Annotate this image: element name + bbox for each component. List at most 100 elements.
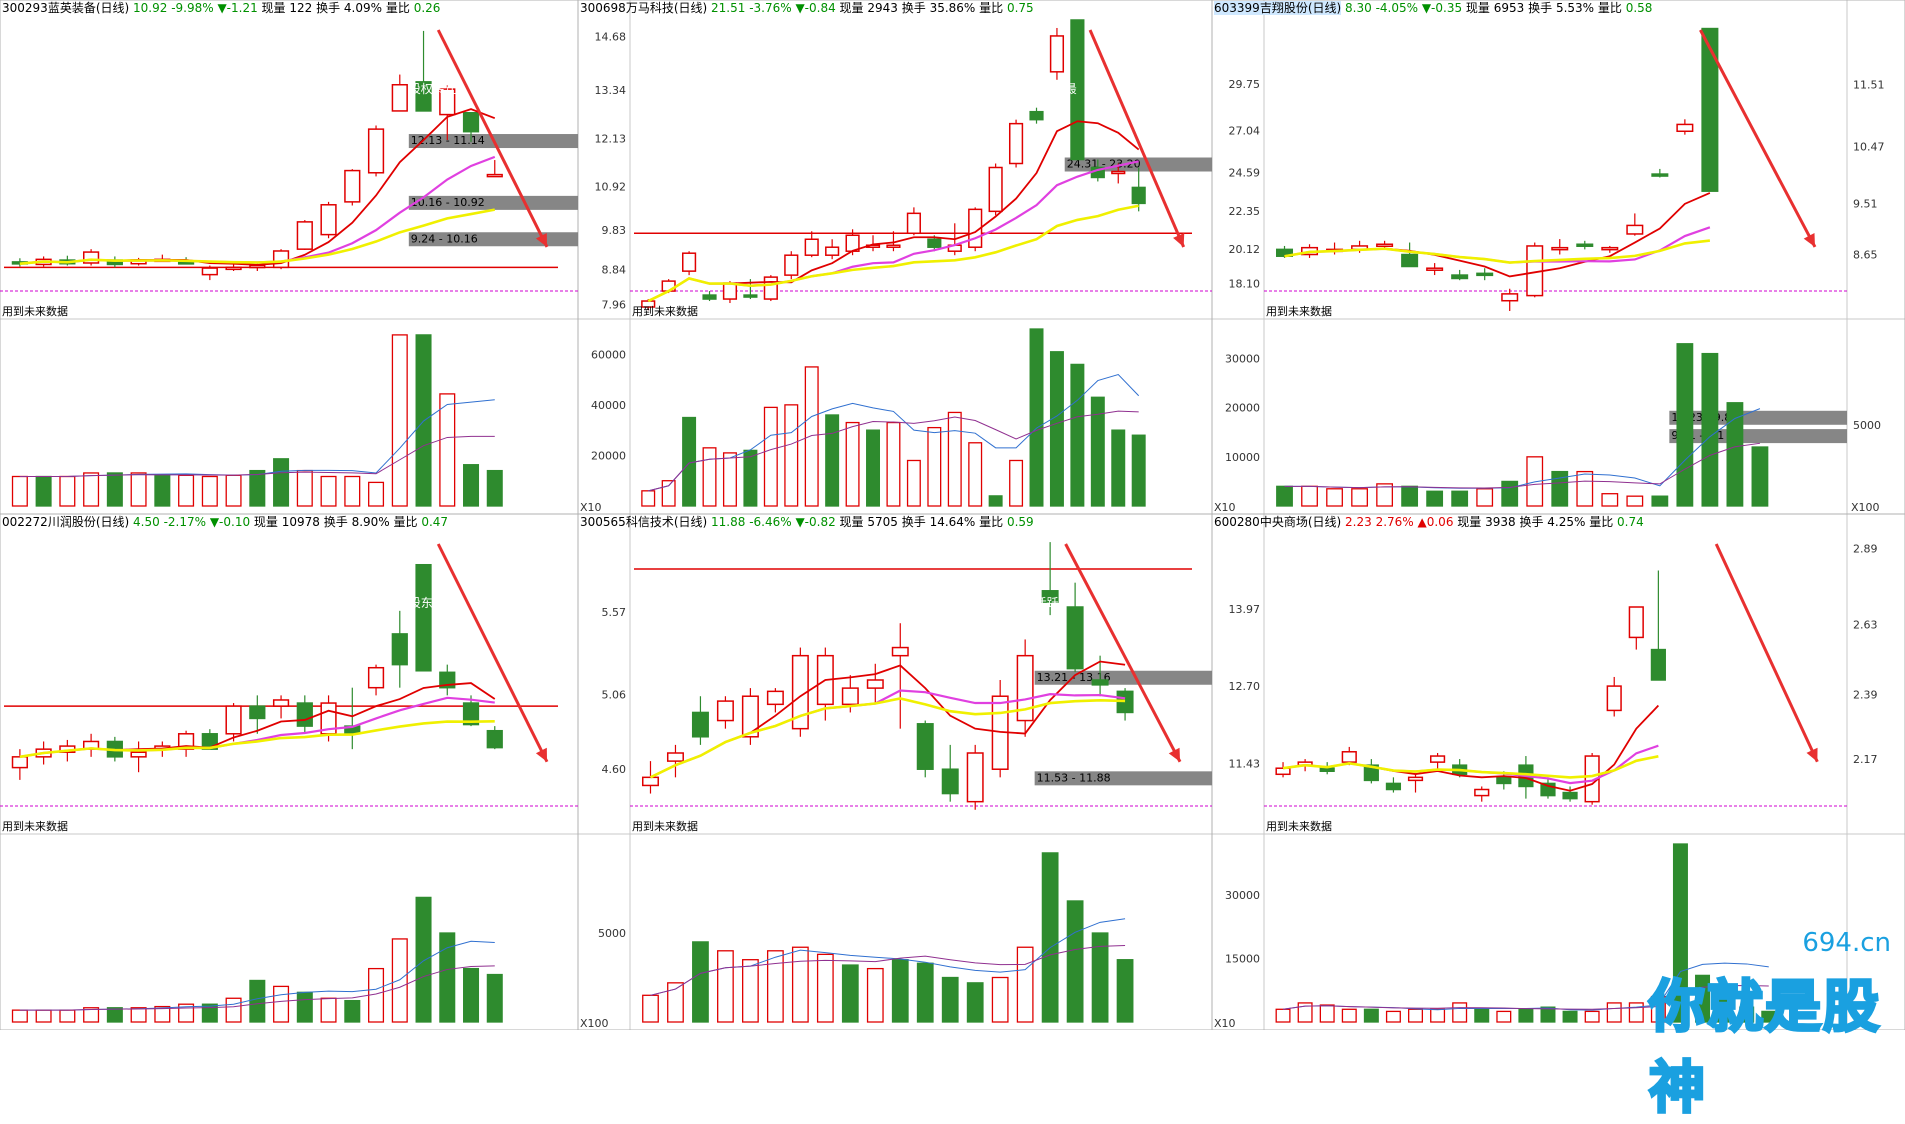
candle-body	[1016, 654, 1034, 722]
candle-body	[82, 251, 100, 264]
candle-body	[1131, 186, 1146, 205]
zone-label: 11.53 - 11.88	[1037, 771, 1111, 784]
candle-body	[1275, 767, 1291, 776]
candle-body	[1041, 590, 1059, 603]
candle-body	[391, 633, 408, 666]
volume-bar	[296, 991, 313, 1023]
chart-svg: 14.68 13.34 12.13 10.92 9.83 8.84 7.96 24.31 - …	[578, 0, 1212, 514]
header-turn: 8.90%	[347, 515, 390, 529]
chart-panel-603399[interactable]: 603399吉翔股份(日线) 8.30 -4.05% ▼-0.35 现量 695…	[1212, 0, 1905, 514]
chart-panel-002272[interactable]: 002272川润股份(日线) 4.50 -2.17% ▼-0.10 现量 109…	[0, 514, 578, 1030]
price-zone	[1034, 771, 1212, 786]
candle-body	[766, 690, 784, 706]
header-turn: 4.09%	[340, 1, 383, 15]
volume-bar	[916, 962, 934, 1023]
volume-bar	[1562, 1010, 1578, 1023]
candle-body	[462, 702, 480, 726]
chart-panel-300698[interactable]: 300698万马科技(日线) 21.51 -3.76% ▼-0.84 现量 29…	[578, 0, 1212, 514]
y-tick-label: 8.84	[602, 264, 627, 277]
right-volume-unit-label: X100	[1851, 501, 1880, 514]
candle-body	[886, 244, 901, 248]
header-turn: 5.53%	[1552, 1, 1595, 15]
y-tick-label: 29.75	[1229, 78, 1261, 91]
chart-panel-300293[interactable]: 300293蓝英装备(日线) 10.92 -9.98% ▼-1.21 现量 12…	[0, 0, 578, 514]
header-ratio: 0.47	[417, 515, 449, 529]
header-turn-label: 换手	[312, 1, 341, 15]
candle-body	[439, 88, 456, 116]
candle-body	[682, 252, 697, 272]
candle-body	[201, 267, 218, 276]
volume-tick-label: 20000	[591, 449, 626, 462]
volume-bar	[439, 393, 456, 507]
volume-bar	[320, 997, 337, 1023]
watermark-brand: 你就是股神	[1648, 974, 1881, 1123]
ma10-line	[1284, 226, 1711, 264]
header-code: 002272	[2, 515, 48, 529]
volume-bar	[1726, 402, 1744, 507]
right-volume-tick-label: 5000	[1853, 419, 1881, 432]
header-turn-label: 换手	[897, 1, 926, 15]
watermark-site: 694.cn	[1802, 928, 1891, 958]
volume-bar	[1496, 1010, 1512, 1023]
header-price: 21.51	[707, 1, 746, 15]
candle-body	[1319, 767, 1335, 772]
right-y-tick-label: 2.39	[1853, 689, 1878, 702]
candle-body	[1628, 606, 1644, 639]
volume-bar	[988, 495, 1003, 507]
candle-body	[296, 702, 313, 727]
right-y-tick-label: 2.17	[1853, 753, 1878, 766]
header-price: 4.50	[129, 515, 160, 529]
volume-bar	[391, 334, 408, 507]
candle-body	[1451, 274, 1469, 280]
chart-panel-600280[interactable]: 600280中央商场(日线) 2.23 2.76% ▲0.06 现量 3938 …	[1212, 514, 1905, 1030]
header-turn-label: 换手	[897, 515, 926, 529]
candle-body	[784, 254, 799, 276]
header-pct: -3.76%	[745, 1, 792, 15]
trend-arrow	[1714, 543, 1819, 763]
volume-bar	[83, 1007, 100, 1023]
volume-unit-label: X100	[580, 1017, 609, 1030]
trend-arrow	[1088, 29, 1186, 248]
candle-body	[272, 699, 290, 707]
y-tick-label: 22.35	[1229, 205, 1261, 218]
ma20-line	[649, 697, 1126, 779]
candle-body	[1401, 253, 1419, 268]
candle-body	[1376, 243, 1394, 247]
volume-bar	[1363, 1008, 1379, 1023]
chart-panel-300565[interactable]: 300565科信技术(日线) 11.88 -6.46% ▼-0.82 现量 57…	[578, 514, 1212, 1030]
header-turn: 35.86%	[925, 1, 976, 15]
candle-body	[225, 705, 242, 735]
volume-tick-label: 15000	[1225, 952, 1260, 965]
header-period: (日线)	[673, 515, 708, 529]
y-tick-label: 4.60	[602, 763, 627, 776]
candle-body	[249, 705, 266, 720]
volume-bar	[344, 999, 361, 1023]
volume-bar	[1297, 1002, 1313, 1023]
volume-bar	[1551, 470, 1569, 507]
candle-body	[1049, 35, 1065, 73]
volume-bar	[667, 982, 684, 1023]
price-zone	[408, 195, 578, 210]
header-code: 603399	[1214, 1, 1260, 15]
header-ratio-label: 量比	[1594, 1, 1622, 15]
candle-body	[716, 700, 734, 722]
future-data-label: 用到未来数据	[632, 304, 698, 318]
volume-bar	[178, 474, 195, 507]
header-ratio-label: 量比	[975, 1, 1004, 15]
header-ratio: 0.58	[1621, 1, 1653, 15]
candle-body	[367, 666, 385, 689]
volume-bar	[225, 474, 242, 507]
y-tick-label: 11.43	[1229, 757, 1261, 770]
volume-bar	[106, 1007, 123, 1023]
volume-bar	[463, 464, 480, 507]
header-ratio-label: 量比	[975, 515, 1004, 529]
volume-bar	[1576, 470, 1594, 507]
volume-bar	[1701, 352, 1719, 507]
ma20-line	[1282, 755, 1659, 779]
volume-bar	[1341, 1008, 1357, 1023]
candle-body	[225, 266, 242, 271]
overlay-text: 信	[1669, 82, 1681, 96]
ma5-line	[647, 120, 1140, 302]
candle-body	[1363, 764, 1379, 782]
header-ratio-label: 量比	[382, 1, 410, 15]
